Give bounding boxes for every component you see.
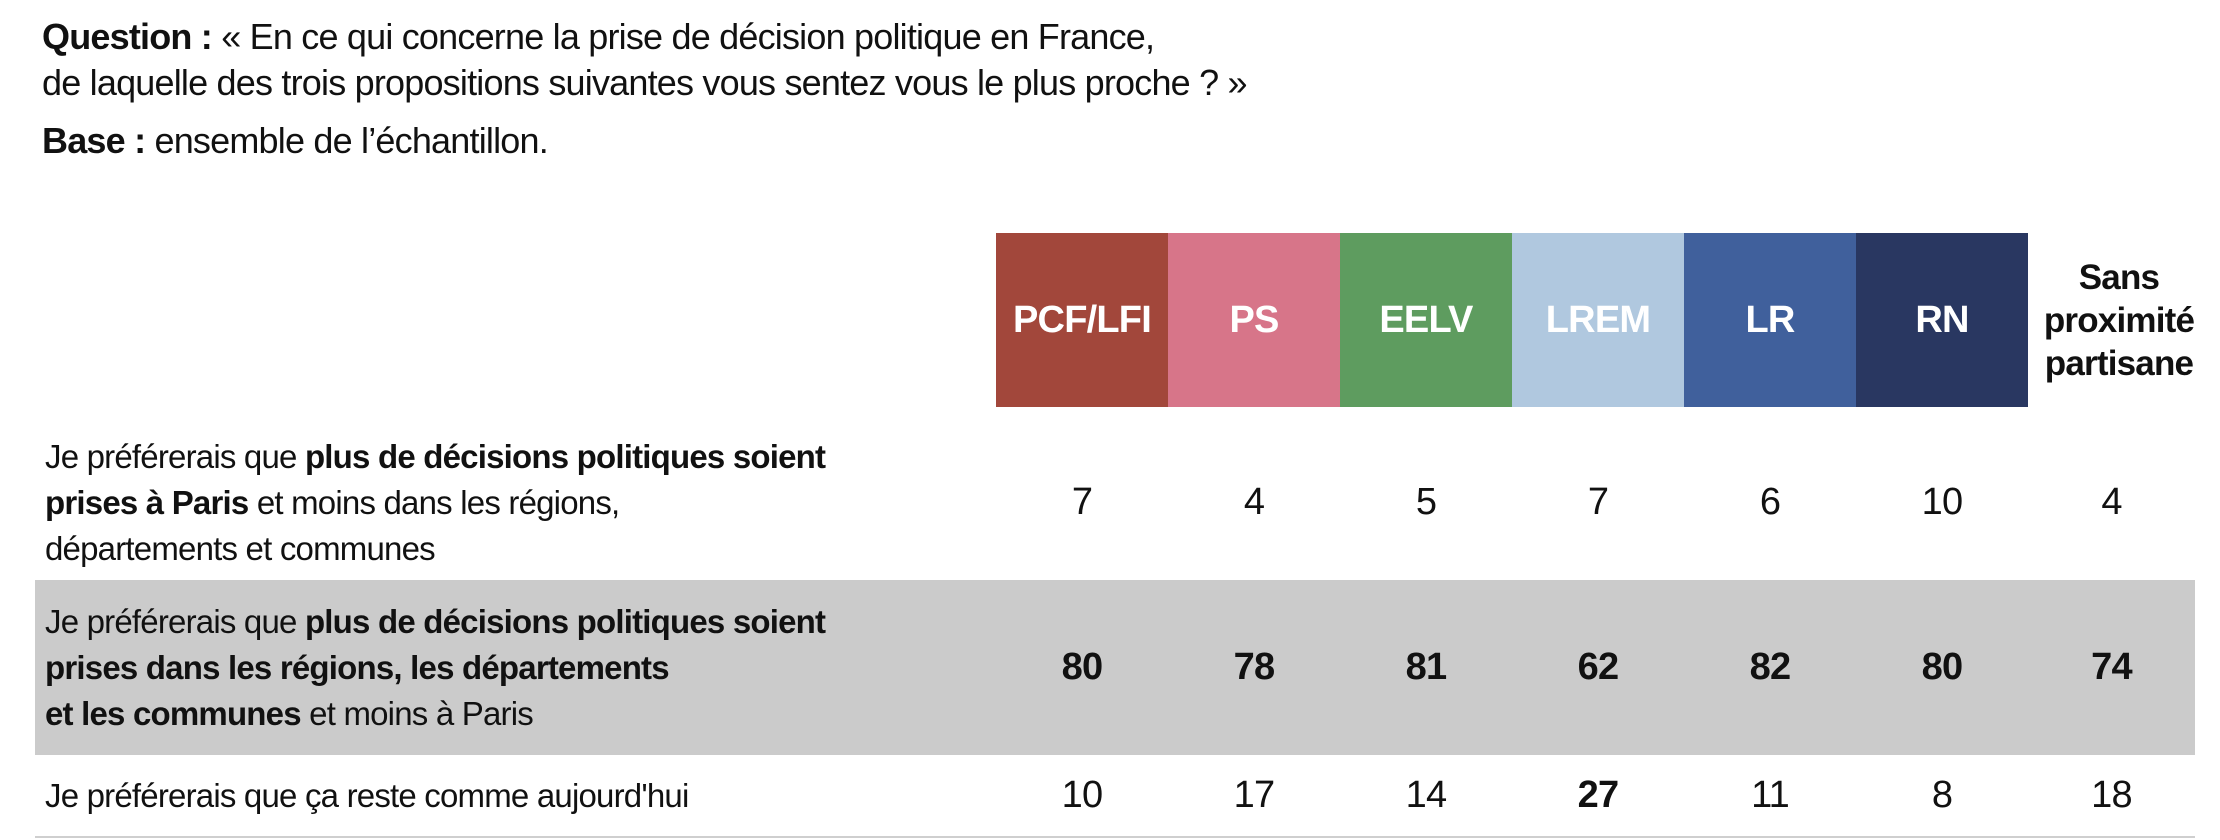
value-cell: 8 [1931, 774, 1953, 816]
value-cell: 4 [1243, 481, 1265, 523]
table-row: Je préférerais que plus de décisions pol… [35, 425, 2195, 580]
value-cell: 78 [1233, 646, 1275, 688]
row-label: Je préférerais que ça reste comme aujour… [35, 773, 996, 819]
value-cell: 6 [1759, 481, 1781, 523]
bottom-divider [35, 836, 2195, 838]
table-row: Je préférerais que plus de décisions pol… [35, 580, 2195, 755]
value-cell: 80 [1921, 646, 1963, 688]
question-block: Question : « En ce qui concerne la prise… [42, 14, 1248, 164]
row-label-line: prises dans les régions, les département… [45, 648, 670, 686]
column-header-sans-proximite: Sans proximité partisane [2043, 257, 2195, 383]
column-header-pcf-lfi: PCF/LFI [996, 233, 1168, 407]
row-label-line: départements et communes [45, 529, 436, 567]
value-cell: 17 [1233, 774, 1275, 816]
table-row: Je préférerais que ça reste comme aujour… [35, 755, 2195, 836]
party-header-band: PCF/LFI PS EELV LREM LR RN [996, 233, 2028, 407]
value-cell: 10 [1061, 774, 1103, 816]
column-header-lrem: LREM [1512, 233, 1684, 407]
column-header-lr: LR [1684, 233, 1856, 407]
question-label: Question : [42, 16, 213, 57]
row-label-line: Je préférerais que plus de décisions pol… [45, 437, 826, 475]
row-label-line: prises à Paris et moins dans les régions… [45, 483, 620, 521]
question-line-2: de laquelle des trois propositions suiva… [42, 62, 1248, 103]
value-cell: 81 [1405, 646, 1447, 688]
value-cell: 74 [2091, 646, 2132, 688]
value-cell: 4 [2101, 481, 2122, 523]
question-text: « En ce qui concerne la prise de décisio… [221, 16, 1155, 57]
base-text: ensemble de l’échantillon. [154, 120, 548, 161]
value-cell: 80 [1061, 646, 1103, 688]
row-label-line: Je préférerais que plus de décisions pol… [45, 602, 826, 640]
row-label: Je préférerais que plus de décisions pol… [35, 599, 996, 737]
value-cell: 82 [1749, 646, 1791, 688]
value-cell: 5 [1415, 481, 1437, 523]
value-cell: 7 [1071, 481, 1093, 523]
column-header-ps: PS [1168, 233, 1340, 407]
base-label: Base : [42, 120, 146, 161]
row-label-line: Je préférerais que ça reste comme aujour… [45, 776, 689, 814]
value-cell: 14 [1405, 774, 1447, 816]
value-cell: 11 [1751, 774, 1790, 816]
value-cell: 7 [1587, 481, 1609, 523]
value-cell: 18 [2091, 774, 2132, 816]
value-cell: 10 [1921, 481, 1963, 523]
value-cell: 62 [1577, 646, 1619, 688]
question-line-1: Question : « En ce qui concerne la prise… [42, 14, 1247, 60]
row-label: Je préférerais que plus de décisions pol… [35, 434, 996, 572]
row-label-line: et les communes et moins à Paris [45, 694, 534, 732]
base-line: Base : ensemble de l’échantillon. [42, 118, 1247, 164]
column-header-rn: RN [1856, 233, 2028, 407]
value-cell: 27 [1577, 774, 1619, 816]
column-header-eelv: EELV [1340, 233, 1512, 407]
